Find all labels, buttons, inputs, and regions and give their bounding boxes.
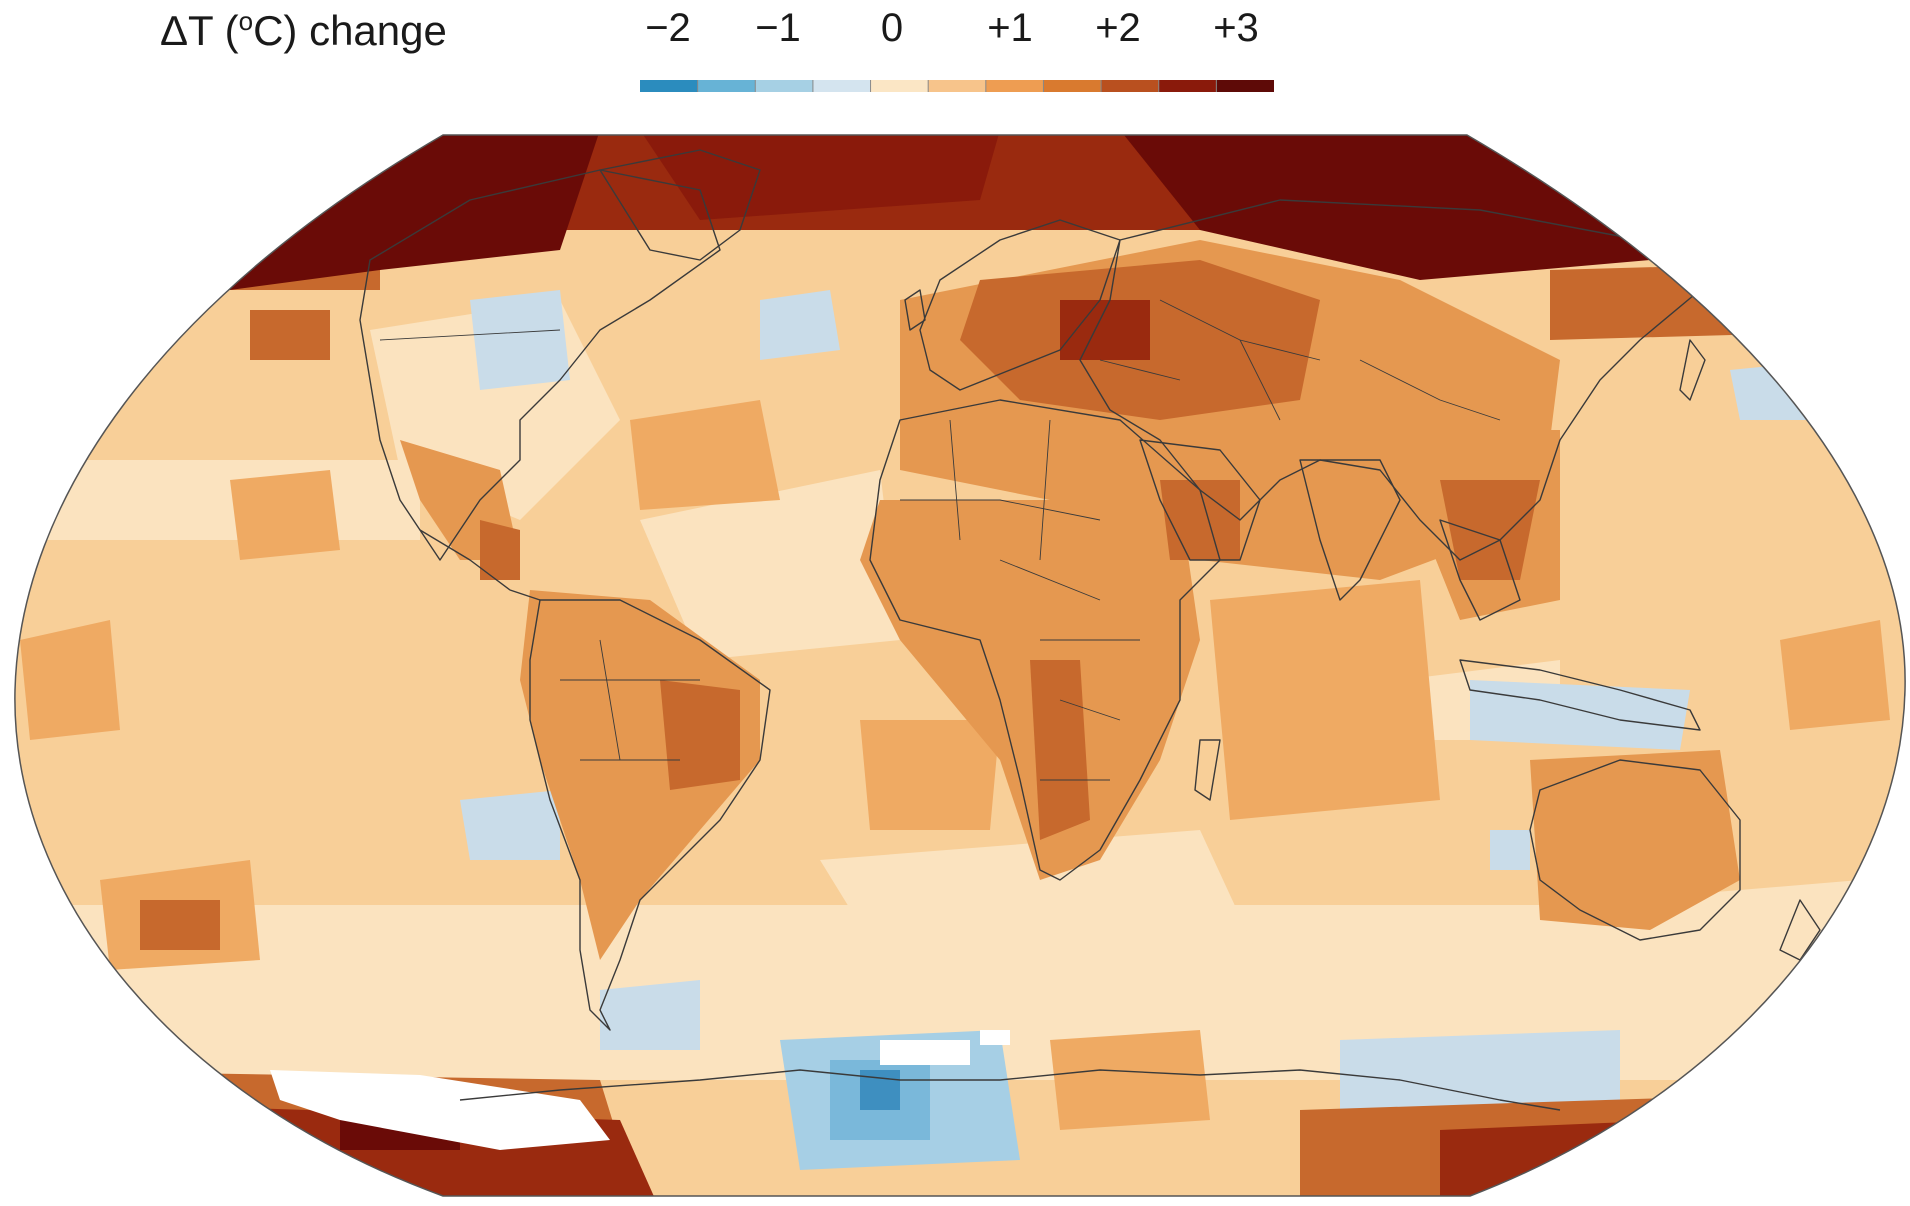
madagascar-outline bbox=[1194, 739, 1221, 801]
colorbar-segment bbox=[1101, 80, 1160, 92]
north-america-outline bbox=[359, 169, 721, 561]
legend-title-degree: o bbox=[238, 6, 254, 36]
colorbar-segment bbox=[1158, 80, 1217, 92]
legend-tick-plus-2: +2 bbox=[1095, 6, 1141, 50]
asia-country-lines bbox=[1099, 299, 1501, 421]
colorbar-segment bbox=[697, 80, 756, 92]
legend-tick-minus-2: −2 bbox=[645, 6, 691, 50]
antarctica-outline bbox=[459, 1069, 1561, 1111]
colorbar-segment bbox=[812, 80, 872, 92]
legend-tick-0: 0 bbox=[880, 6, 904, 50]
legend-colorbar bbox=[640, 80, 1274, 92]
southeast-asia-outline bbox=[1439, 519, 1521, 621]
colorbar-segment bbox=[985, 80, 1044, 92]
legend-title-unit: C) change bbox=[253, 7, 447, 54]
colorbar-segment bbox=[1043, 80, 1102, 92]
central-america-outline bbox=[419, 529, 541, 601]
uk-outline bbox=[904, 289, 926, 331]
europe-outline bbox=[919, 219, 1121, 391]
legend-tick-plus-3: +3 bbox=[1213, 6, 1259, 50]
map-fill-layer bbox=[14, 135, 1906, 1196]
map-outline bbox=[14, 134, 1906, 1197]
arabia-outline bbox=[1139, 439, 1261, 561]
greenland-outline bbox=[599, 149, 761, 261]
colorbar-segment bbox=[1216, 80, 1274, 92]
legend-title-delta: ΔT ( bbox=[160, 7, 239, 54]
legend-title: ΔT (oC) change bbox=[160, 6, 447, 55]
colorbar-segment bbox=[640, 80, 699, 92]
colorbar-segment bbox=[870, 80, 929, 92]
indonesia-outline bbox=[1459, 659, 1701, 731]
australia-outline bbox=[1529, 759, 1741, 941]
colorbar-segment bbox=[928, 80, 987, 92]
no-data-ice bbox=[270, 1030, 1010, 1150]
legend-tick-plus-1: +1 bbox=[987, 6, 1033, 50]
colorbar-segment bbox=[755, 80, 814, 92]
india-outline bbox=[1299, 459, 1401, 601]
americas-country-lines bbox=[379, 329, 700, 761]
africa-outline bbox=[869, 399, 1221, 881]
south-america-outline bbox=[529, 599, 771, 1031]
country-borders bbox=[359, 149, 1821, 1111]
africa-country-lines bbox=[900, 419, 1140, 781]
japan-outline bbox=[1679, 339, 1706, 401]
legend-tick-minus-1: −1 bbox=[755, 6, 801, 50]
hot-regions bbox=[400, 240, 1740, 960]
